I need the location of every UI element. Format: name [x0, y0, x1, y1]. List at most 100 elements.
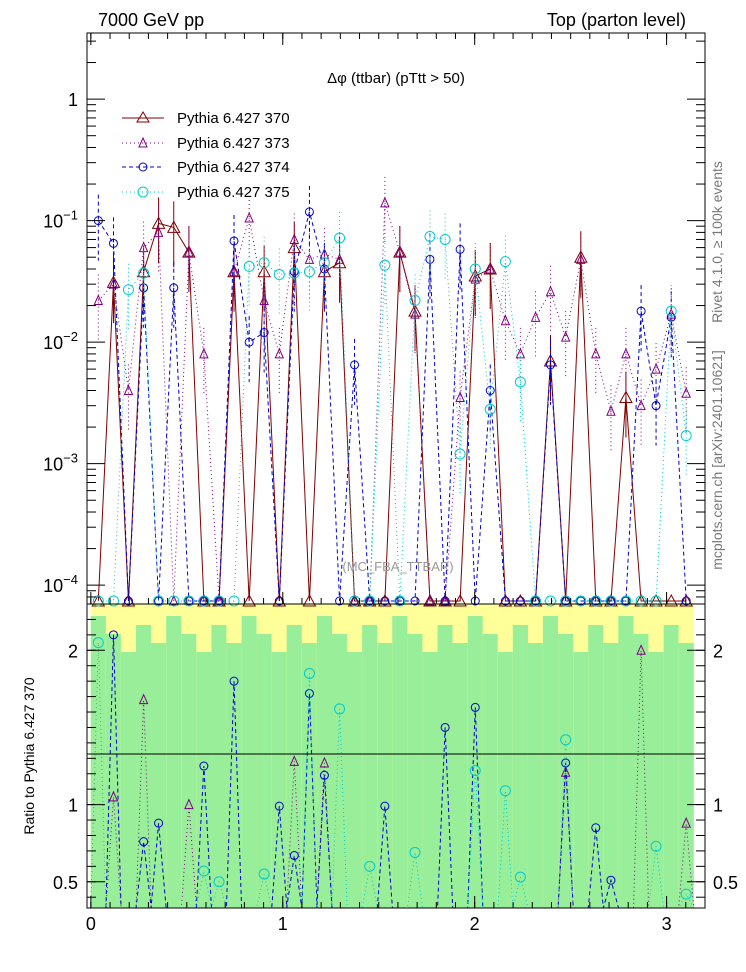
data-point — [153, 595, 165, 607]
data-point — [483, 261, 498, 275]
data-point — [650, 595, 662, 607]
data-point — [410, 596, 420, 606]
band-inner-bin — [136, 625, 152, 908]
band-inner-bin — [437, 625, 453, 908]
data-point — [606, 405, 616, 416]
band-inner-bin — [648, 652, 664, 908]
ratio-point — [560, 734, 572, 746]
ratio-point — [304, 689, 314, 699]
legend: Pythia 6.427 370 Pythia 6.427 373 Pythia… — [122, 110, 290, 201]
data-point — [199, 347, 209, 359]
data-point — [93, 294, 104, 306]
band-inner-bin — [181, 634, 197, 908]
band-inner-bin — [467, 616, 483, 908]
x-tick-label: 2 — [470, 914, 480, 934]
ratio-point — [138, 693, 149, 705]
band-inner-bin — [331, 634, 348, 908]
band-inner-bin — [392, 616, 408, 908]
data-point — [229, 265, 239, 277]
data-point — [454, 448, 466, 460]
main-plot-series — [91, 176, 694, 607]
side-label-bottom: mcplots.cern.ch [arXiv:2401.10621] — [709, 350, 725, 569]
data-point — [257, 264, 271, 278]
data-point — [183, 595, 195, 607]
data-point — [561, 596, 571, 606]
data-point — [274, 596, 284, 606]
main-y-tick-label: 10−4 — [43, 572, 78, 596]
data-point — [106, 275, 121, 288]
ratio-point — [606, 875, 616, 885]
data-point — [576, 253, 586, 264]
legend-label-373: Pythia 6.427 373 — [177, 135, 290, 152]
data-point — [154, 596, 164, 606]
band-inner-bin — [678, 643, 694, 908]
band-inner-bin — [362, 625, 378, 908]
data-point — [364, 595, 376, 607]
x-tick-label: 3 — [662, 914, 672, 934]
data-point — [620, 595, 632, 607]
data-point — [169, 283, 179, 293]
band-inner-bin — [226, 643, 242, 908]
header-right: Top (parton level) — [547, 10, 686, 30]
data-point — [440, 596, 450, 606]
data-point — [410, 307, 420, 319]
data-point — [123, 384, 134, 396]
data-point — [455, 391, 465, 403]
data-point — [168, 595, 180, 607]
legend-label-375: Pythia 6.427 375 — [177, 184, 290, 201]
data-point — [484, 403, 496, 415]
data-point — [242, 593, 257, 607]
ratio-point — [154, 818, 164, 828]
ratio-point — [440, 722, 450, 732]
data-point — [439, 233, 451, 245]
data-point — [227, 264, 241, 278]
axes: 0 1 2 3 10−4 10−3 10−2 10−1 1 0.5 0.5 1 1 2 2 — [43, 33, 738, 934]
band-inner-bin — [527, 643, 544, 908]
data-point — [244, 337, 254, 347]
ratio-point — [229, 676, 239, 686]
data-point — [334, 232, 346, 244]
main-y-tick-label: 10−3 — [43, 451, 78, 475]
data-point — [123, 596, 133, 606]
ratio-point — [289, 755, 300, 766]
ratio-point — [650, 840, 662, 852]
ratio-point — [198, 865, 210, 877]
data-point — [455, 244, 465, 254]
data-point — [304, 253, 315, 264]
band-inner-bin — [663, 625, 679, 908]
data-point — [651, 401, 661, 411]
band-inner-bin — [407, 634, 423, 908]
ratio-plot-frame — [86, 603, 706, 909]
band-inner-bin — [271, 652, 287, 908]
data-point — [665, 305, 677, 317]
legend-marker-370 — [136, 111, 150, 123]
ratio-point — [334, 703, 346, 715]
data-point — [651, 362, 661, 374]
data-point — [394, 595, 406, 607]
data-point — [138, 267, 150, 279]
band-inner-bin — [120, 652, 137, 908]
data-point — [304, 207, 314, 217]
x-tick-label: 1 — [278, 914, 288, 934]
data-point — [500, 314, 511, 326]
data-point — [378, 593, 392, 607]
data-point — [121, 593, 136, 607]
ratio-y-tick-label-right: 2 — [713, 641, 723, 661]
data-point — [288, 267, 300, 279]
data-point — [591, 596, 601, 606]
data-point — [287, 240, 302, 254]
ratio-point — [289, 851, 299, 861]
data-point — [199, 596, 209, 606]
band-inner-bin — [241, 616, 257, 908]
ratio-point — [319, 770, 329, 780]
data-point — [485, 262, 496, 274]
data-point — [213, 595, 225, 607]
band-inner-bin — [497, 652, 513, 908]
chart-title: Δφ (ttbar) (pTtt > 50) — [327, 70, 465, 87]
data-point — [485, 386, 495, 396]
ratio-point — [469, 765, 481, 777]
data-point — [107, 595, 119, 607]
data-point — [409, 295, 421, 307]
data-point — [680, 430, 692, 442]
data-point — [379, 259, 391, 271]
